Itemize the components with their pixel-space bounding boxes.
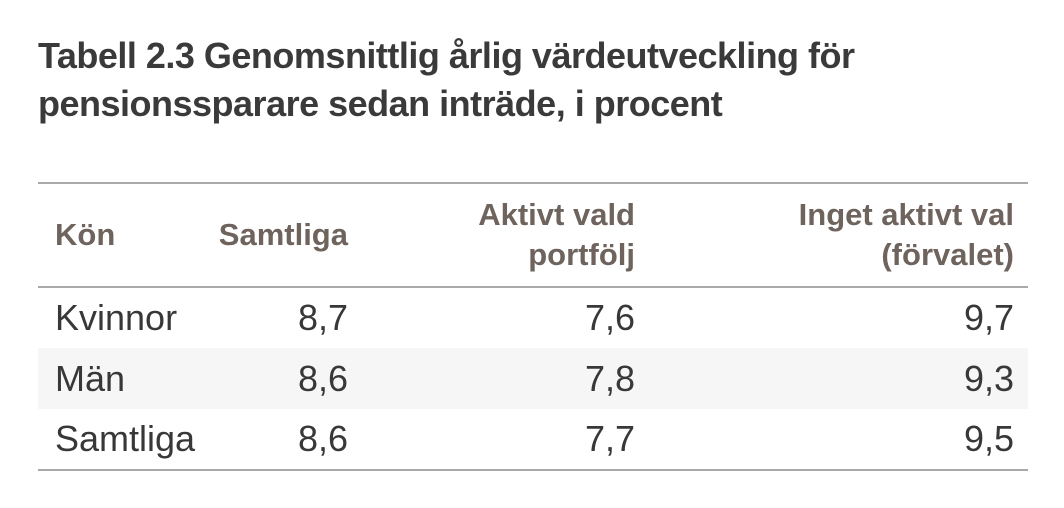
value-inget-aktivt-val: 9,7	[963, 297, 1014, 338]
data-table: Kön Samtliga Aktivt vald portfölj Inget …	[38, 182, 1028, 471]
table-row-samtliga: Samtliga 8,6 7,7 9,5	[38, 409, 1028, 470]
value-samtliga: 8,7	[297, 297, 348, 338]
header-row: Kön Samtliga Aktivt vald portfölj Inget …	[38, 183, 1028, 287]
column-header-samtliga: Samtliga	[218, 217, 348, 252]
column-header-aktivt-vald-portfolj: Aktivt vald portfölj	[478, 197, 635, 272]
table-row-man: Män 8,6 7,8 9,3	[38, 348, 1028, 409]
value-aktivt-vald-portfolj: 7,8	[584, 357, 635, 399]
row-label: Kvinnor	[55, 297, 178, 338]
value-samtliga: 8,6	[297, 418, 348, 459]
document-page: Tabell 2.3 Genomsnittlig årlig värdeutve…	[38, 35, 1028, 471]
value-inget-aktivt-val: 9,5	[963, 418, 1014, 459]
value-aktivt-vald-portfolj: 7,6	[584, 297, 635, 338]
table-row-kvinnor: Kvinnor 8,7 7,6 9,7	[38, 287, 1028, 348]
column-header-kon: Kön	[55, 217, 116, 252]
column-header-inget-aktivt-val: Inget aktivt val (förvalet)	[798, 197, 1014, 272]
table-title: Tabell 2.3 Genomsnittlig årlig värdeutve…	[38, 35, 855, 124]
value-aktivt-vald-portfolj: 7,7	[584, 418, 635, 459]
value-samtliga: 8,6	[297, 357, 348, 399]
value-inget-aktivt-val: 9,3	[963, 357, 1014, 399]
row-label: Män	[55, 357, 126, 399]
row-label: Samtliga	[55, 418, 196, 459]
